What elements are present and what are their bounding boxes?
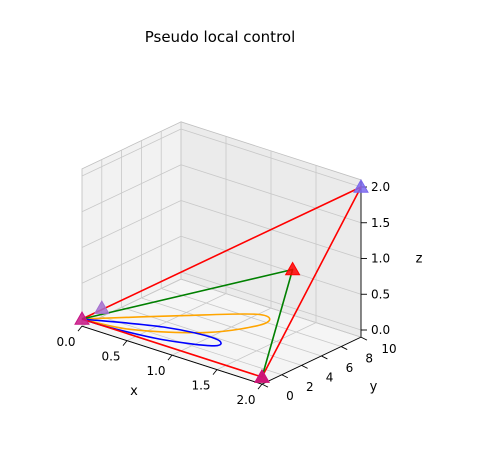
grid-line — [180, 164, 362, 224]
grid-line — [161, 288, 342, 347]
grid-line — [180, 128, 362, 188]
tick-mark — [122, 340, 128, 346]
tick-mark — [340, 346, 348, 350]
y-axis-line — [261, 336, 362, 385]
y-tick-label: 2 — [306, 380, 314, 394]
tick-mark — [261, 383, 269, 388]
marker-1-1 — [254, 368, 270, 383]
grid-line — [101, 316, 282, 376]
tick-mark — [301, 364, 308, 369]
grid-line — [141, 297, 322, 357]
grid-line — [81, 128, 182, 177]
marker-0-1 — [284, 261, 301, 276]
tick-mark — [212, 369, 218, 375]
z-tick-label: 0.5 — [371, 287, 390, 301]
grid-line — [180, 271, 362, 331]
grid-line — [180, 235, 362, 295]
x-tick-label: 1.5 — [191, 379, 210, 393]
z-axis-label: z — [416, 252, 423, 267]
y-tick-label: 0 — [286, 389, 294, 403]
x-axis-label: x — [130, 384, 138, 399]
tick-mark — [360, 336, 368, 341]
y-tick-label: 10 — [381, 342, 396, 356]
y-tick-label: 6 — [346, 361, 354, 375]
y-tick-label: 8 — [365, 352, 373, 366]
x-tick-label: 0.5 — [101, 350, 120, 364]
series-line-0 — [81, 186, 362, 378]
z-tick-label: 1.5 — [371, 216, 390, 230]
marker-2-0 — [93, 300, 110, 314]
grid-line — [216, 322, 317, 371]
grid-line — [81, 200, 182, 248]
tick-mark — [321, 355, 328, 360]
y-tick-label: 4 — [326, 370, 334, 384]
z-tick-label: 0.0 — [371, 323, 390, 337]
z-tick-label: 1.0 — [371, 252, 390, 266]
x-tick-label: 0.0 — [56, 335, 75, 349]
tick-mark — [167, 354, 173, 361]
x-tick-label: 1.0 — [146, 364, 165, 378]
tick-mark — [257, 383, 263, 390]
grid-line — [81, 164, 182, 213]
y-axis-label: y — [370, 380, 378, 395]
z-tick-label: 2.0 — [371, 180, 390, 194]
x-tick-label: 2.0 — [236, 393, 255, 407]
tick-mark — [77, 325, 83, 332]
marker-1-0 — [74, 310, 90, 325]
grid-line — [81, 235, 182, 284]
tick-mark — [281, 374, 289, 379]
grid-line — [126, 293, 227, 342]
chart-title: Pseudo local control — [144, 28, 296, 46]
marker-3-0 — [353, 178, 369, 193]
series-curve-0 — [81, 313, 271, 334]
